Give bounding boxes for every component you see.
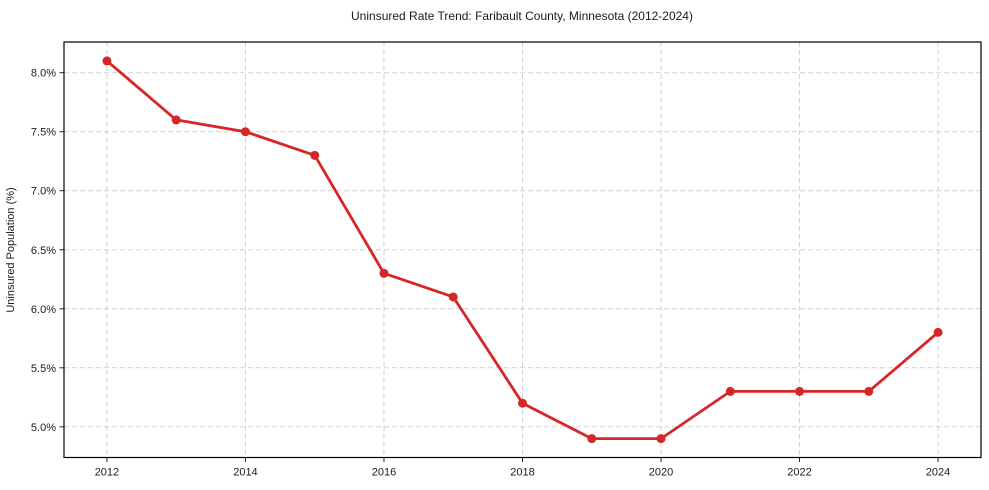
x-axis-tick-label: 2024: [926, 467, 950, 479]
x-axis-tick-label: 2018: [510, 467, 534, 479]
data-point-2015: [310, 150, 320, 160]
data-point-2013: [171, 115, 181, 125]
x-axis-tick-label: 2016: [372, 467, 396, 479]
x-axis-tick-label: 2012: [95, 467, 119, 479]
data-point-2022: [795, 386, 805, 396]
data-point-2016: [379, 268, 389, 278]
chart-title: Uninsured Rate Trend: Faribault County, …: [351, 9, 693, 23]
x-axis-tick-label: 2020: [649, 467, 673, 479]
data-point-2018: [518, 398, 527, 408]
x-axis-tick-label: 2014: [233, 467, 257, 479]
grid-lines: [64, 42, 981, 458]
plot-area-border: [63, 41, 982, 459]
y-axis-label: Uninsured Population (%): [5, 187, 17, 312]
axis-ticks: [59, 72, 939, 462]
y-axis-tick-label: 8.0%: [31, 68, 56, 80]
data-point-2024: [933, 327, 943, 337]
y-axis-tick-label: 5.0%: [31, 422, 56, 434]
x-axis-tick-label: 2022: [787, 467, 811, 479]
y-axis-tick-label: 5.5%: [31, 363, 56, 375]
trend-line-series: [102, 56, 943, 444]
data-point-2021: [725, 386, 735, 396]
data-point-2014: [240, 127, 250, 137]
data-point-2012: [102, 56, 112, 66]
y-axis-tick-label: 7.0%: [31, 186, 56, 198]
y-axis-tick-label: 7.5%: [31, 127, 56, 139]
data-point-2020: [656, 434, 666, 444]
y-axis-tick-label: 6.5%: [31, 245, 56, 257]
axis-tick-labels: 5.0% 5.5% 6.0% 6.5% 7.0% 7.5% 8.0% 2012 2014 2016…: [31, 68, 950, 479]
data-point-2017: [448, 292, 458, 302]
data-point-2023: [864, 386, 874, 396]
y-axis-tick-label: 6.0%: [31, 304, 56, 316]
data-point-2019: [587, 434, 597, 444]
